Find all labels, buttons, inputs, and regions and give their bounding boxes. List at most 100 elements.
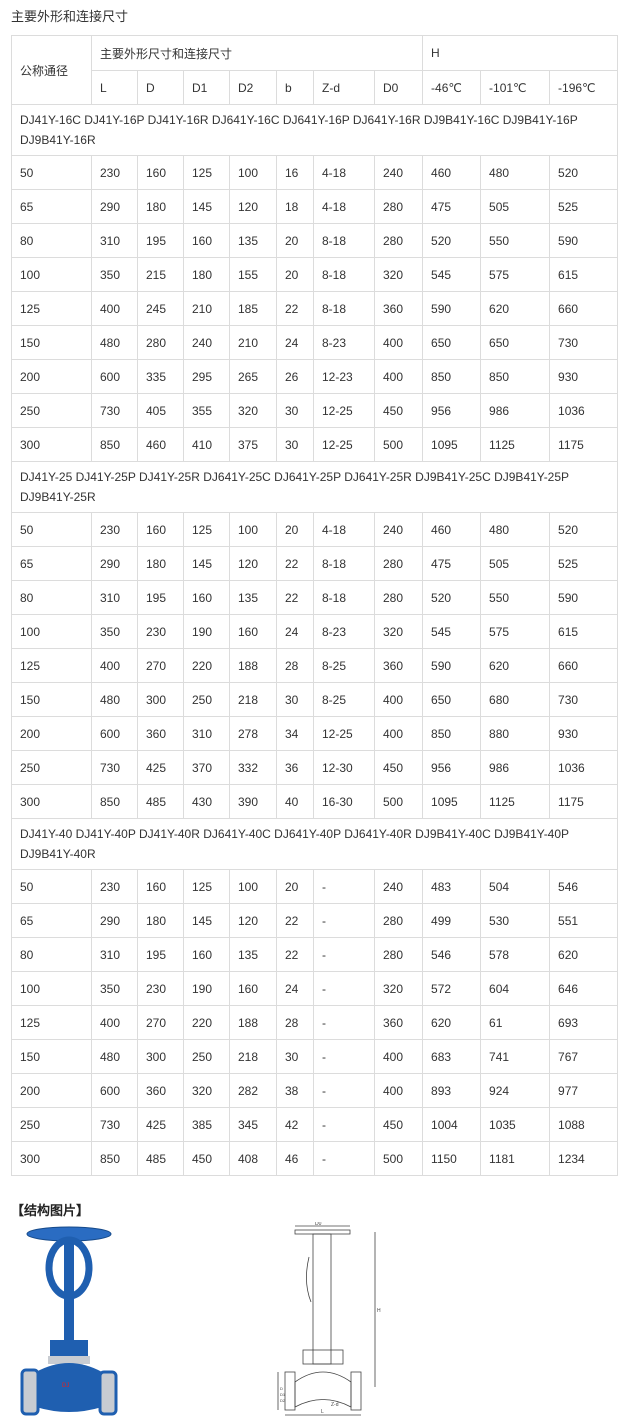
table-row: 200 600 360 310 278 34 12-25 400 850 880 930 [11, 716, 619, 751]
table-cell: 40 [276, 784, 314, 819]
table-cell: 660 [549, 648, 619, 683]
table-row: 65 290 180 145 120 22 8-18 280 475 505 525 [11, 546, 619, 581]
table-cell: 400 [373, 1039, 424, 1074]
table-cell: 850 [91, 427, 138, 462]
table-cell: 65 [11, 903, 92, 938]
table-cell: 160 [229, 971, 277, 1006]
label-l: L [321, 1409, 324, 1415]
table-cell: 1088 [549, 1107, 619, 1142]
table-cell: 180 [183, 257, 230, 292]
table-cell: 8-18 [313, 257, 375, 292]
table-cell: 499 [422, 903, 482, 938]
table-cell: 350 [91, 614, 138, 649]
table-cell: 188 [229, 1005, 277, 1040]
table-cell: 38 [276, 1073, 314, 1108]
table-cell: 160 [183, 223, 230, 258]
table-cell: 80 [11, 223, 92, 258]
table-cell: 190 [183, 614, 230, 649]
table-row: 300 850 485 450 408 46-500 1150 1181 1234 [11, 1141, 619, 1176]
table-cell: 230 [91, 869, 138, 904]
table-cell: 20 [276, 257, 314, 292]
table-cell: 24 [276, 614, 314, 649]
model-list: DJ41Y-16C DJ41Y-16P DJ41Y-16R DJ641Y-16C… [10, 104, 619, 156]
label-zd: Z-d [331, 1402, 339, 1408]
table-cell: 475 [422, 546, 482, 581]
table-cell: 360 [373, 291, 424, 326]
model-list: DJ41Y-40 DJ41Y-40P DJ41Y-40R DJ641Y-40C … [10, 818, 619, 870]
model-group-row: DJ41Y-40 DJ41Y-40P DJ41Y-40R DJ641Y-40C … [10, 818, 619, 870]
table-cell: 590 [549, 223, 619, 258]
column-header: D1 [183, 70, 230, 105]
table-cell: 450 [373, 1107, 424, 1142]
table-row: 100 350 215 180 155 20 8-18 320 545 575 615 [11, 257, 619, 292]
table-cell: 26 [276, 359, 314, 394]
table-cell: 4-18 [313, 512, 375, 547]
table-row: 80 310 195 160 135 22-280 546 578 620 [11, 937, 619, 972]
table-cell: 408 [229, 1141, 277, 1176]
table-cell: 280 [137, 325, 184, 360]
table-cell: 332 [229, 750, 277, 785]
table-cell: 924 [480, 1073, 551, 1108]
table-cell: 100 [229, 869, 277, 904]
table-cell: 620 [422, 1005, 482, 1040]
table-cell: 300 [137, 1039, 184, 1074]
table-cell: 65 [11, 546, 92, 581]
table-cell: 8-23 [313, 325, 375, 360]
table-cell: 650 [422, 325, 482, 360]
table-cell: 8-23 [313, 614, 375, 649]
table-cell: 295 [183, 359, 230, 394]
table-cell: 160 [183, 937, 230, 972]
table-cell: 460 [137, 427, 184, 462]
table-cell: - [313, 1141, 375, 1176]
table-cell: 505 [480, 546, 551, 581]
table-cell: 986 [480, 393, 551, 428]
table-cell: - [313, 1107, 375, 1142]
table-cell: 483 [422, 869, 482, 904]
table-cell: 24 [276, 325, 314, 360]
table-cell: 310 [183, 716, 230, 751]
table-cell: 230 [91, 512, 138, 547]
table-cell: 880 [480, 716, 551, 751]
table-cell: 505 [480, 189, 551, 224]
table-cell: 480 [480, 512, 551, 547]
header-row-1: 公称通径 主要外形尺寸和连接尺寸 H [11, 35, 619, 105]
table-cell: 578 [480, 937, 551, 972]
table-cell: 12-23 [313, 359, 375, 394]
table-cell: - [313, 1005, 375, 1040]
table-cell: 620 [480, 648, 551, 683]
dimension-table: 公称通径 主要外形尺寸和连接尺寸 H L D D1 D2 b Z-d D0 -46℃ -101℃… [10, 35, 619, 1176]
table-cell: 620 [480, 291, 551, 326]
table-cell: 460 [422, 155, 482, 190]
table-cell: 280 [373, 937, 424, 972]
table-cell: 400 [373, 682, 424, 717]
table-cell: 500 [373, 784, 424, 819]
table-cell: 310 [91, 223, 138, 258]
table-row: 100 350 230 190 160 24 8-23 320 545 575 615 [11, 614, 619, 649]
table-cell: 12-30 [313, 750, 375, 785]
table-cell: 320 [229, 393, 277, 428]
table-row: 65 290 180 145 120 22-280 499 530 551 [11, 903, 619, 938]
table-cell: 250 [11, 393, 92, 428]
table-cell: 850 [91, 784, 138, 819]
table-cell: 485 [137, 784, 184, 819]
table-cell: 405 [137, 393, 184, 428]
table-cell: 125 [183, 869, 230, 904]
table-cell: 220 [183, 648, 230, 683]
table-cell: 180 [137, 189, 184, 224]
table-cell: 345 [229, 1107, 277, 1142]
table-cell: 20 [276, 512, 314, 547]
table-cell: 425 [137, 750, 184, 785]
table-cell: 200 [11, 359, 92, 394]
table-cell: 12-25 [313, 393, 375, 428]
table-cell: 8-25 [313, 682, 375, 717]
table-cell: 550 [480, 580, 551, 615]
table-cell: 850 [422, 359, 482, 394]
model-list: DJ41Y-25 DJ41Y-25P DJ41Y-25R DJ641Y-25C … [10, 461, 619, 513]
valve-dimension-drawing: D0 H L Z-d D D1 D2 [277, 1222, 381, 1416]
table-cell: 425 [137, 1107, 184, 1142]
table-cell: 185 [229, 291, 277, 326]
table-cell: 135 [229, 223, 277, 258]
table-cell: 135 [229, 937, 277, 972]
table-cell: 320 [373, 614, 424, 649]
table-cell: 180 [137, 903, 184, 938]
